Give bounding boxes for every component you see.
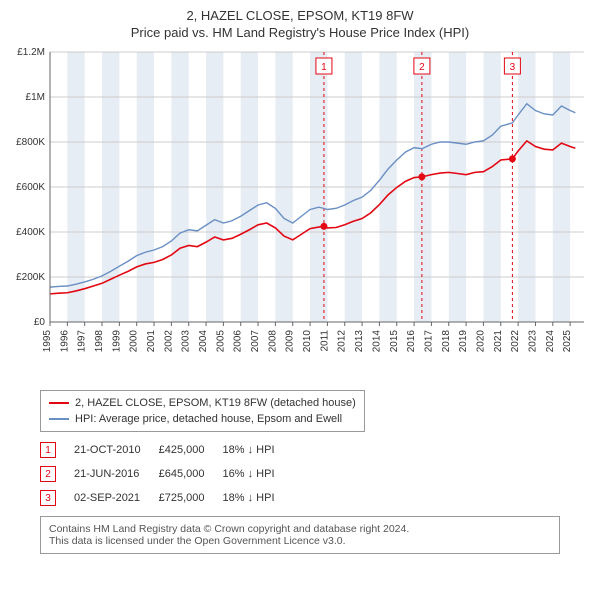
marker-row: 2 21-JUN-2016£645,00016% ↓ HPI xyxy=(40,462,293,486)
svg-text:2006: 2006 xyxy=(233,330,244,353)
marker-date: 21-OCT-2010 xyxy=(74,438,159,462)
footer-line-1: Contains HM Land Registry data © Crown c… xyxy=(49,523,551,535)
svg-text:2009: 2009 xyxy=(285,330,296,353)
marker-date: 21-JUN-2016 xyxy=(74,462,159,486)
svg-text:1999: 1999 xyxy=(111,330,122,353)
marker-delta: 16% ↓ HPI xyxy=(223,462,293,486)
svg-text:2010: 2010 xyxy=(302,330,313,353)
svg-text:1996: 1996 xyxy=(59,330,70,353)
svg-text:2003: 2003 xyxy=(181,330,192,353)
svg-text:2025: 2025 xyxy=(562,330,573,353)
legend-label-2: HPI: Average price, detached house, Epso… xyxy=(75,411,342,427)
legend-row-2: HPI: Average price, detached house, Epso… xyxy=(49,411,356,427)
svg-text:2000: 2000 xyxy=(129,330,140,353)
marker-row: 3 02-SEP-2021£725,00018% ↓ HPI xyxy=(40,486,293,510)
svg-text:2018: 2018 xyxy=(441,330,452,353)
svg-text:£600K: £600K xyxy=(16,182,45,193)
svg-text:2012: 2012 xyxy=(337,330,348,353)
svg-text:2007: 2007 xyxy=(250,330,261,353)
price-chart: £0 £200K £400K £600K £800K £1M £1.2M 1 2 3 1995 199… xyxy=(8,42,592,382)
svg-text:2015: 2015 xyxy=(389,330,400,353)
svg-text:2022: 2022 xyxy=(510,330,521,353)
marker-box-icon: 2 xyxy=(40,466,56,482)
marker-delta: 18% ↓ HPI xyxy=(223,486,293,510)
svg-text:3: 3 xyxy=(510,62,516,73)
svg-text:1995: 1995 xyxy=(42,330,53,353)
legend-row-1: 2, HAZEL CLOSE, EPSOM, KT19 8FW (detache… xyxy=(49,395,356,411)
title-subtitle: Price paid vs. HM Land Registry's House … xyxy=(8,25,592,40)
svg-text:2011: 2011 xyxy=(319,330,330,352)
svg-text:2004: 2004 xyxy=(198,330,209,353)
svg-text:2: 2 xyxy=(419,62,425,73)
title-address: 2, HAZEL CLOSE, EPSOM, KT19 8FW xyxy=(8,8,592,23)
marker-price: £725,000 xyxy=(159,486,223,510)
svg-text:2021: 2021 xyxy=(493,330,504,353)
marker-box-icon: 3 xyxy=(40,490,56,506)
svg-text:1997: 1997 xyxy=(77,330,88,353)
marker-date: 02-SEP-2021 xyxy=(74,486,159,510)
svg-text:2013: 2013 xyxy=(354,330,365,353)
svg-text:£400K: £400K xyxy=(16,227,45,238)
marker-price: £425,000 xyxy=(159,438,223,462)
svg-text:£1M: £1M xyxy=(26,92,45,103)
svg-text:1: 1 xyxy=(321,62,327,73)
marker-price: £645,000 xyxy=(159,462,223,486)
svg-text:2019: 2019 xyxy=(458,330,469,353)
marker-row: 1 21-OCT-2010£425,00018% ↓ HPI xyxy=(40,438,293,462)
legend: 2, HAZEL CLOSE, EPSOM, KT19 8FW (detache… xyxy=(40,390,365,432)
legend-swatch-1 xyxy=(49,402,69,404)
chart-svg: £0 £200K £400K £600K £800K £1M £1.2M 1 2 3 1995 199… xyxy=(8,42,592,382)
svg-text:£1.2M: £1.2M xyxy=(17,47,45,58)
svg-text:1998: 1998 xyxy=(94,330,105,353)
svg-text:2008: 2008 xyxy=(267,330,278,353)
svg-text:2002: 2002 xyxy=(163,330,174,353)
footer-line-2: This data is licensed under the Open Gov… xyxy=(49,535,551,547)
svg-text:£0: £0 xyxy=(34,317,46,328)
svg-text:2016: 2016 xyxy=(406,330,417,353)
marker-box-icon: 1 xyxy=(40,442,56,458)
svg-text:£800K: £800K xyxy=(16,137,45,148)
svg-text:£200K: £200K xyxy=(16,272,45,283)
svg-text:2017: 2017 xyxy=(423,330,434,353)
svg-text:2001: 2001 xyxy=(146,330,157,353)
svg-text:2014: 2014 xyxy=(371,330,382,353)
svg-text:2023: 2023 xyxy=(527,330,538,353)
marker-table: 1 21-OCT-2010£425,00018% ↓ HPI 2 21-JUN-201… xyxy=(40,438,293,510)
marker-delta: 18% ↓ HPI xyxy=(223,438,293,462)
svg-text:2005: 2005 xyxy=(215,330,226,353)
svg-text:2024: 2024 xyxy=(545,330,556,353)
legend-swatch-2 xyxy=(49,418,69,420)
svg-text:2020: 2020 xyxy=(475,330,486,353)
legend-label-1: 2, HAZEL CLOSE, EPSOM, KT19 8FW (detache… xyxy=(75,395,356,411)
attribution: Contains HM Land Registry data © Crown c… xyxy=(40,516,560,554)
